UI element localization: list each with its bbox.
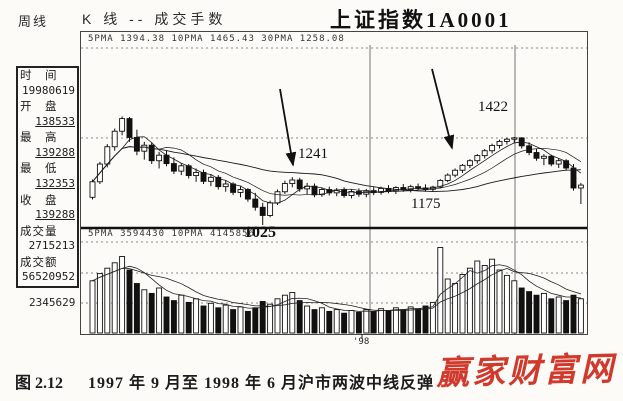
volume-ma-readout: 5PMA 3594430 10PMA 4145856 — [88, 229, 255, 239]
annotation-1175: 1175 — [411, 196, 441, 212]
field-value-close: 139288 — [35, 208, 75, 222]
field-label-time: 时 间 — [20, 70, 58, 82]
field-label-low: 最 低 — [20, 163, 58, 176]
field-value-open: 138533 — [35, 114, 75, 128]
field-label-open: 开 盘 — [20, 101, 58, 114]
figure-number: 图 2.12 — [15, 375, 64, 392]
field-label-volume: 成交量 — [20, 225, 58, 238]
annotation-1241: 1241 — [298, 146, 328, 162]
field-value-high: 139288 — [35, 145, 75, 159]
field-value-low: 132353 — [35, 176, 75, 190]
price-ma-readout: 5PMA 1394.38 10PMA 1465.43 30PMA 1258.08 — [88, 34, 345, 44]
period-label: 周线 — [18, 14, 49, 29]
figure-caption: 1997 年 9 月至 1998 年 6 月沪市两波中线反弹 — [88, 375, 435, 392]
field-label-close: 收 盘 — [20, 194, 58, 207]
field-value-time: 19980619 — [22, 83, 75, 97]
quote-panel: 时 间 19980619 开 盘 138533 最 高 139288 最 低 1… — [16, 66, 79, 288]
field-label-turnover: 成交额 — [20, 256, 58, 269]
volume-axis-max-label: 2345629 — [29, 296, 76, 309]
field-value-volume: 2715213 — [28, 239, 75, 253]
chart-title: K 线 -- 成交手数 — [82, 11, 227, 27]
index-name: 上证指数1A0001 — [330, 8, 512, 32]
kline-volume-chart — [80, 31, 588, 339]
field-value-turnover: 56520952 — [22, 270, 75, 284]
x-axis-year-label: '98 — [353, 337, 370, 347]
annotation-1025: 1025 — [244, 224, 276, 241]
site-watermark: 赢家财富网 — [435, 348, 617, 393]
annotation-1422: 1422 — [478, 99, 508, 115]
field-label-high: 最 高 — [20, 132, 58, 145]
